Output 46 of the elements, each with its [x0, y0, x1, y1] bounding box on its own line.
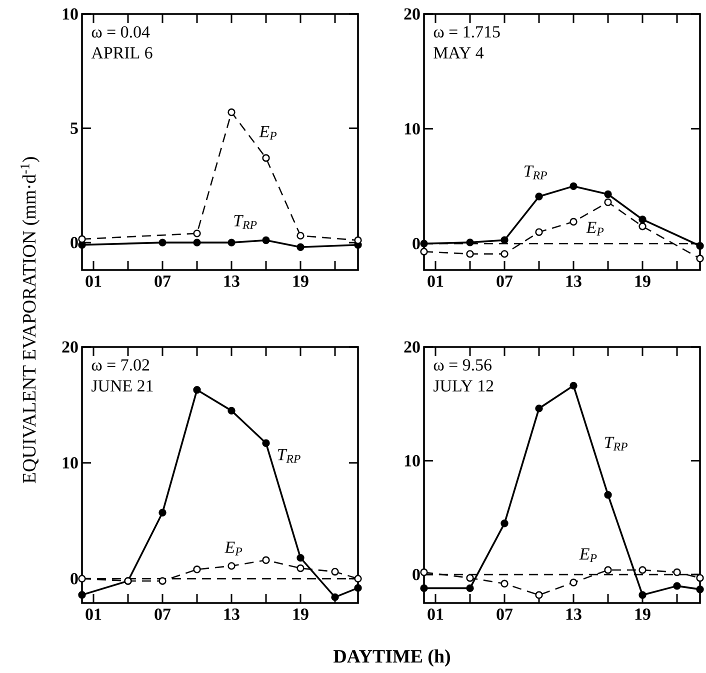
x-tick-label: 19 — [635, 608, 650, 620]
annotation: E$_{P}$ — [579, 548, 597, 562]
y-tick-label: 10 — [62, 8, 78, 20]
x-tick-label: 07 — [496, 276, 513, 287]
y-tick-label: 20 — [404, 341, 420, 353]
annotation: APRIL 6 — [91, 47, 152, 59]
y-tick-label: 5 — [70, 122, 78, 134]
x-tick-label: 07 — [154, 608, 171, 620]
x-tick-label: 19 — [635, 276, 650, 287]
annotation: JUNE 21 — [92, 380, 153, 392]
annotation: E$_{P}$ — [586, 222, 604, 236]
x-tick-label: 01 — [428, 276, 444, 287]
x-tick-label: 19 — [293, 608, 308, 620]
x-tick-label: 01 — [86, 276, 102, 287]
annotation: MAY 4 — [434, 47, 484, 58]
y-axis-title: EQUIVALENT EVAPORATION (mm·d$^{-1}$) — [20, 157, 40, 484]
annotation: T$_{RP}$ — [234, 215, 257, 229]
annotation: E$_{P}$ — [224, 542, 242, 556]
y-tick-label: 0 — [70, 236, 78, 248]
y-tick-label: 20 — [62, 341, 78, 353]
y-tick-label: 0 — [412, 238, 420, 250]
annotation: T$_{RP}$ — [524, 166, 547, 180]
annotation: ω = 9.56 — [434, 359, 492, 371]
y-tick-label: 0 — [70, 572, 78, 584]
annotation: ω = 0.04 — [92, 26, 150, 38]
x-tick-label: 01 — [86, 608, 102, 620]
annotation: T$_{RP}$ — [604, 436, 628, 451]
annotation: ω = 7.02 — [92, 359, 150, 371]
annotation: ω = 1.715 — [434, 26, 500, 38]
x-tick-label: 19 — [293, 276, 308, 287]
x-tick-label: 13 — [566, 276, 582, 287]
y-tick-label: 0 — [412, 568, 420, 580]
annotation: T$_{RP}$ — [278, 449, 300, 463]
y-tick-label: 10 — [404, 455, 420, 466]
x-tick-label: 13 — [224, 608, 240, 620]
x-tick-label: 13 — [224, 276, 240, 287]
x-axis-title: DAYTIME (h) — [334, 649, 450, 667]
y-tick-label: 10 — [404, 123, 420, 135]
annotation: E$_{P}$ — [259, 126, 277, 140]
x-tick-label: 13 — [566, 608, 582, 620]
x-tick-label: 07 — [496, 608, 513, 620]
x-tick-label: 07 — [154, 276, 171, 287]
annotation: JULY 12 — [434, 380, 494, 392]
y-tick-label: 20 — [404, 8, 420, 20]
x-tick-label: 01 — [428, 608, 444, 620]
y-tick-label: 10 — [62, 457, 78, 469]
